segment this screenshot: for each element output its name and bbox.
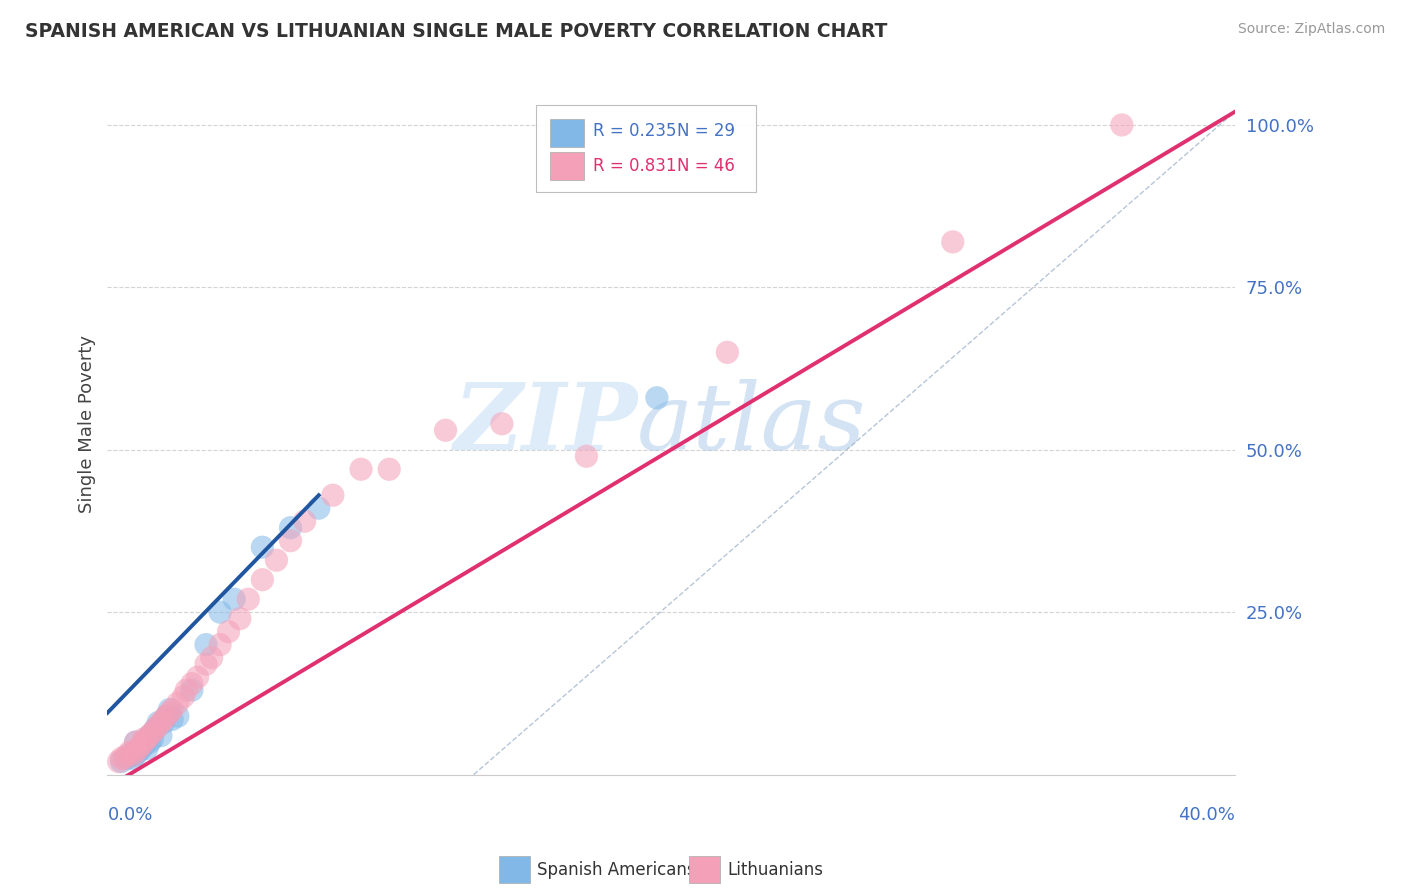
Point [124, 748, 146, 763]
Text: R = 0.831: R = 0.831 [593, 157, 676, 176]
Point [135, 731, 157, 746]
Point [132, 731, 155, 746]
Bar [550, 119, 583, 146]
Text: N = 29: N = 29 [676, 122, 734, 140]
Point [110, 755, 132, 769]
Point [209, 638, 232, 652]
Point [115, 751, 138, 765]
Point [716, 345, 738, 359]
Point [110, 751, 132, 765]
Point [129, 739, 152, 753]
Point [118, 745, 141, 759]
Point [1111, 118, 1133, 132]
Point [218, 624, 240, 639]
Point [308, 501, 330, 516]
Point [115, 748, 138, 763]
Point [181, 676, 204, 690]
Point [157, 703, 180, 717]
Point [209, 605, 232, 619]
Point [121, 751, 143, 765]
Point [157, 706, 180, 720]
Point [160, 703, 183, 717]
Point [174, 683, 197, 698]
Point [155, 709, 177, 723]
Point [166, 709, 188, 723]
Point [112, 751, 135, 765]
Point [195, 638, 218, 652]
Point [129, 741, 152, 756]
Point [181, 683, 204, 698]
Point [121, 748, 143, 763]
Point [280, 521, 302, 535]
Point [378, 462, 401, 476]
Point [146, 719, 169, 733]
Point [942, 235, 965, 249]
Point [141, 725, 163, 739]
Text: atlas: atlas [637, 379, 866, 469]
Point [127, 741, 149, 756]
Point [124, 745, 146, 759]
Bar [550, 153, 583, 180]
Point [138, 729, 160, 743]
Point [172, 690, 194, 704]
Text: R = 0.235: R = 0.235 [593, 122, 676, 140]
Point [322, 488, 344, 502]
Point [149, 715, 172, 730]
Text: Spanish Americans: Spanish Americans [537, 861, 696, 879]
Point [434, 423, 457, 437]
Point [138, 735, 160, 749]
Point [132, 735, 155, 749]
Point [141, 731, 163, 746]
Point [491, 417, 513, 431]
Point [266, 553, 288, 567]
Point [152, 712, 174, 726]
Point [294, 514, 316, 528]
Text: Source: ZipAtlas.com: Source: ZipAtlas.com [1237, 22, 1385, 37]
Y-axis label: Single Male Poverty: Single Male Poverty [79, 334, 96, 513]
FancyBboxPatch shape [536, 104, 755, 193]
Point [575, 449, 598, 463]
Point [224, 592, 246, 607]
Point [160, 712, 183, 726]
Point [280, 533, 302, 548]
Point [645, 391, 668, 405]
Point [195, 657, 218, 672]
Point [252, 540, 274, 554]
Point [252, 573, 274, 587]
Point [143, 722, 166, 736]
Point [107, 755, 129, 769]
Text: ZIP: ZIP [453, 379, 637, 469]
Point [124, 735, 146, 749]
Point [152, 715, 174, 730]
Point [132, 739, 155, 753]
Point [146, 715, 169, 730]
Text: N = 46: N = 46 [676, 157, 734, 176]
Point [350, 462, 373, 476]
Point [135, 741, 157, 756]
Point [155, 709, 177, 723]
Text: SPANISH AMERICAN VS LITHUANIAN SINGLE MALE POVERTY CORRELATION CHART: SPANISH AMERICAN VS LITHUANIAN SINGLE MA… [25, 22, 887, 41]
Text: 0.0%: 0.0% [107, 806, 153, 824]
Text: 40.0%: 40.0% [1178, 806, 1234, 824]
Point [229, 612, 252, 626]
Point [118, 748, 141, 763]
Point [143, 722, 166, 736]
Point [201, 650, 224, 665]
Point [127, 745, 149, 759]
Point [138, 729, 160, 743]
Point [187, 670, 209, 684]
Point [149, 729, 172, 743]
Text: Lithuanians: Lithuanians [727, 861, 823, 879]
Point [124, 735, 146, 749]
Point [166, 696, 188, 710]
Point [238, 592, 260, 607]
